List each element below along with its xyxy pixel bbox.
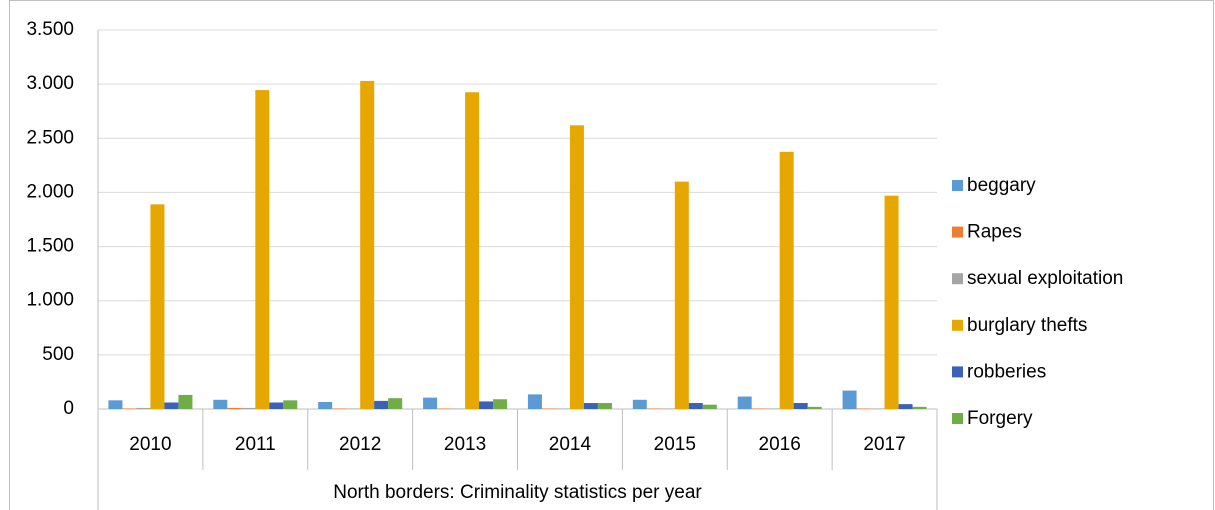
x-tick-label: 2014 — [549, 434, 592, 455]
bar — [632, 399, 647, 409]
legend-swatch — [952, 366, 963, 378]
bar — [255, 90, 270, 409]
legend-label: beggary — [967, 175, 1036, 196]
bar — [870, 408, 885, 409]
bar — [283, 400, 298, 409]
bar — [555, 408, 570, 409]
bar — [465, 92, 480, 409]
bar — [360, 80, 375, 409]
y-tick-label: 2.500 — [26, 127, 74, 148]
x-tick-label: 2016 — [759, 434, 801, 455]
bar — [318, 401, 333, 409]
bar — [898, 404, 913, 409]
bar — [646, 408, 661, 409]
bar — [332, 408, 347, 409]
legend-label: robberies — [967, 361, 1046, 382]
legend-swatch — [952, 413, 963, 424]
bar — [241, 407, 256, 409]
bar — [688, 403, 703, 409]
bar — [541, 408, 556, 409]
bar — [527, 394, 542, 409]
bar — [807, 406, 822, 409]
legend-swatch — [952, 273, 963, 285]
x-axis-title: North borders: Criminality statistics pe… — [333, 482, 702, 503]
y-tick-label: 500 — [42, 344, 74, 365]
bar — [702, 404, 717, 409]
bar — [269, 402, 284, 409]
bar — [751, 408, 766, 409]
bar — [793, 403, 808, 409]
bar — [213, 399, 228, 409]
bar — [569, 125, 584, 409]
bar — [388, 398, 403, 409]
bar — [178, 394, 193, 409]
bar — [912, 406, 927, 409]
legend-label: Rapes — [967, 222, 1022, 243]
bar — [737, 396, 752, 409]
bar — [884, 195, 899, 409]
bar — [779, 151, 794, 410]
y-tick-label: 1.000 — [26, 290, 74, 311]
bar — [856, 408, 871, 409]
bar — [493, 399, 508, 409]
y-tick-label: 3.000 — [26, 73, 74, 94]
y-tick-label: 1.500 — [26, 236, 74, 257]
bar — [108, 400, 123, 409]
legend-label: sexual exploitation — [967, 268, 1123, 289]
bar — [479, 401, 494, 409]
chart-frame — [9, 0, 1214, 510]
bar — [674, 181, 689, 409]
x-tick-label: 2011 — [235, 434, 276, 455]
bar — [346, 408, 361, 409]
bar — [122, 408, 137, 409]
bar — [164, 402, 179, 409]
bar — [227, 407, 242, 409]
legend-swatch — [952, 180, 963, 191]
bar — [660, 408, 675, 409]
y-tick-label: 3.500 — [26, 19, 74, 40]
legend-label: Forgery — [967, 408, 1033, 429]
x-tick-label: 2010 — [129, 434, 171, 455]
bar — [136, 407, 151, 409]
x-tick-label: 2012 — [339, 434, 381, 455]
bar — [597, 403, 612, 409]
legend-swatch — [952, 226, 963, 238]
x-tick-label: 2017 — [863, 434, 905, 455]
bar — [374, 400, 389, 409]
bar — [765, 408, 780, 409]
legend-label: burglary thefts — [967, 315, 1087, 336]
bar — [451, 408, 466, 409]
y-tick-label: 0 — [63, 398, 74, 419]
bar — [150, 204, 165, 409]
legend-swatch — [952, 319, 963, 331]
bar — [423, 397, 438, 409]
x-tick-label: 2013 — [444, 434, 486, 455]
bar — [842, 390, 857, 409]
bar — [583, 403, 598, 409]
bar — [437, 408, 452, 409]
x-tick-label: 2015 — [654, 434, 696, 455]
y-tick-label: 2.000 — [26, 181, 74, 202]
